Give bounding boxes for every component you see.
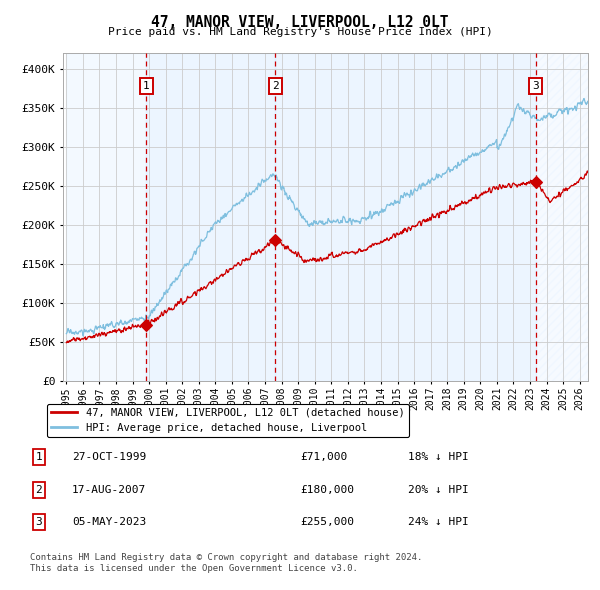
Text: 1: 1 <box>35 453 43 462</box>
Text: 05-MAY-2023: 05-MAY-2023 <box>72 517 146 527</box>
Point <box>271 235 280 245</box>
Text: Contains HM Land Registry data © Crown copyright and database right 2024.
This d: Contains HM Land Registry data © Crown c… <box>30 553 422 573</box>
Bar <box>275 53 536 381</box>
Text: 2: 2 <box>35 485 43 494</box>
Text: 27-OCT-1999: 27-OCT-1999 <box>72 453 146 462</box>
Point <box>531 177 541 186</box>
Bar <box>536 53 596 381</box>
Text: 47, MANOR VIEW, LIVERPOOL, L12 0LT: 47, MANOR VIEW, LIVERPOOL, L12 0LT <box>151 15 449 30</box>
Legend: 47, MANOR VIEW, LIVERPOOL, L12 0LT (detached house), HPI: Average price, detache: 47, MANOR VIEW, LIVERPOOL, L12 0LT (deta… <box>47 404 409 437</box>
Text: £180,000: £180,000 <box>300 485 354 494</box>
Text: 3: 3 <box>35 517 43 527</box>
Text: 1: 1 <box>143 81 149 91</box>
Text: 3: 3 <box>532 81 539 91</box>
Text: 2: 2 <box>272 81 279 91</box>
Text: 17-AUG-2007: 17-AUG-2007 <box>72 485 146 494</box>
Bar <box>67 53 146 381</box>
Text: Price paid vs. HM Land Registry's House Price Index (HPI): Price paid vs. HM Land Registry's House … <box>107 27 493 37</box>
Text: 24% ↓ HPI: 24% ↓ HPI <box>408 517 469 527</box>
Bar <box>146 53 275 381</box>
Text: 20% ↓ HPI: 20% ↓ HPI <box>408 485 469 494</box>
Text: 18% ↓ HPI: 18% ↓ HPI <box>408 453 469 462</box>
Text: £71,000: £71,000 <box>300 453 347 462</box>
Text: £255,000: £255,000 <box>300 517 354 527</box>
Point <box>142 320 151 330</box>
